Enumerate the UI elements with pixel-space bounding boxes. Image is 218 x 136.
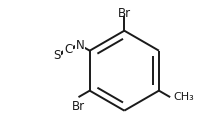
Text: CH₃: CH₃: [174, 92, 195, 102]
Text: N: N: [75, 38, 84, 52]
Text: C: C: [64, 43, 72, 56]
Text: Br: Br: [72, 100, 85, 113]
Text: Br: Br: [118, 7, 131, 20]
Text: S: S: [53, 49, 61, 62]
